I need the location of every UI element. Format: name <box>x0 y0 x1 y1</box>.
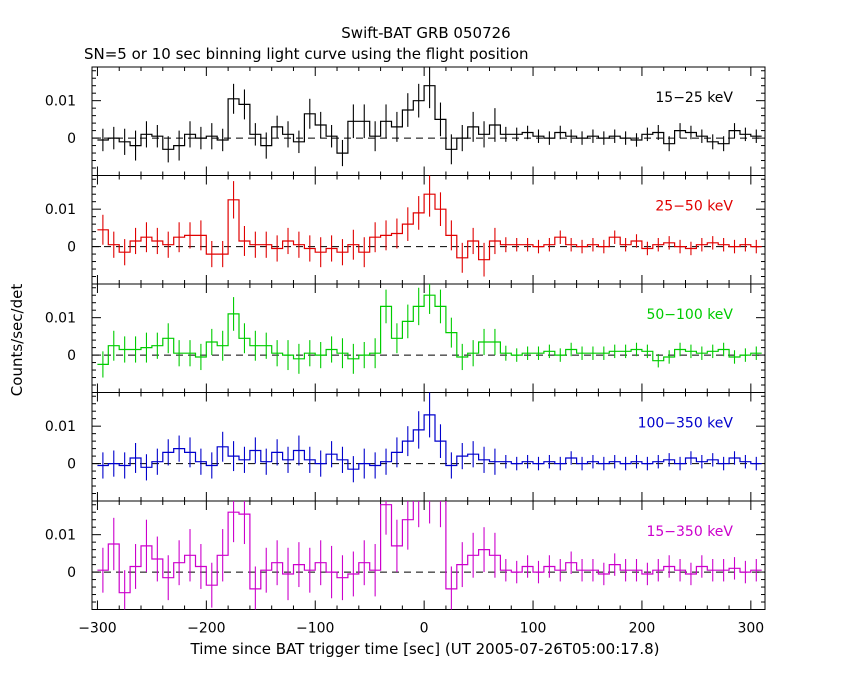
panel-frame <box>91 175 766 285</box>
energy-band-label: 50−100 keV <box>646 307 733 323</box>
figure-subtitle: SN=5 or 10 sec binning light curve using… <box>84 45 529 63</box>
x-tick-label: 200 <box>629 621 656 637</box>
panel-frame <box>91 500 766 610</box>
figure-title: Swift-BAT GRB 050726 <box>341 24 510 42</box>
y-tick-label: 0 <box>67 131 76 147</box>
panel-frame <box>91 283 766 393</box>
x-tick-label: 0 <box>420 621 429 637</box>
y-tick-label: 0.01 <box>45 528 76 544</box>
panel-frame <box>91 392 766 502</box>
series-line <box>97 193 762 261</box>
x-tick-label: −200 <box>187 621 225 637</box>
y-axis-label: Counts/sec/det <box>8 284 26 397</box>
series-line <box>97 501 762 594</box>
panel-3: 0 0.01 50−100 keV <box>45 283 766 393</box>
series-line <box>97 414 762 470</box>
energy-band-label: 25−50 keV <box>655 199 733 215</box>
panel-5: 0 0.01 15−350 keV <box>45 500 766 610</box>
panel-1: 0 0.01 15−25 keV <box>45 66 766 176</box>
panels-group: 0 0.01 15−25 keV 0 0.01 25−50 keV 0 0.01 50−100 … <box>45 66 766 637</box>
y-tick-label: 0 <box>67 565 76 581</box>
y-tick-label: 0.01 <box>45 94 76 110</box>
panel-2: 0 0.01 25−50 keV <box>45 175 766 285</box>
panel-frame <box>91 66 766 176</box>
panel-4: 0 0.01 100−350 keV <box>45 392 766 502</box>
x-tick-label: −300 <box>78 621 116 637</box>
series-line <box>97 294 762 365</box>
y-tick-label: 0 <box>67 240 76 256</box>
y-tick-label: 0.01 <box>45 311 76 327</box>
y-tick-label: 0 <box>67 348 76 364</box>
x-axis-label: Time since BAT trigger time [sec] (UT 20… <box>190 640 660 658</box>
energy-band-label: 15−350 keV <box>646 524 733 540</box>
energy-band-label: 15−25 keV <box>655 90 733 106</box>
x-tick-label: −100 <box>296 621 334 637</box>
energy-band-label: 100−350 keV <box>638 416 734 432</box>
y-tick-label: 0.01 <box>45 419 76 435</box>
x-tick-label: 300 <box>737 621 764 637</box>
x-tick-label: 100 <box>520 621 547 637</box>
y-tick-label: 0.01 <box>45 202 76 218</box>
y-tick-label: 0 <box>67 457 76 473</box>
